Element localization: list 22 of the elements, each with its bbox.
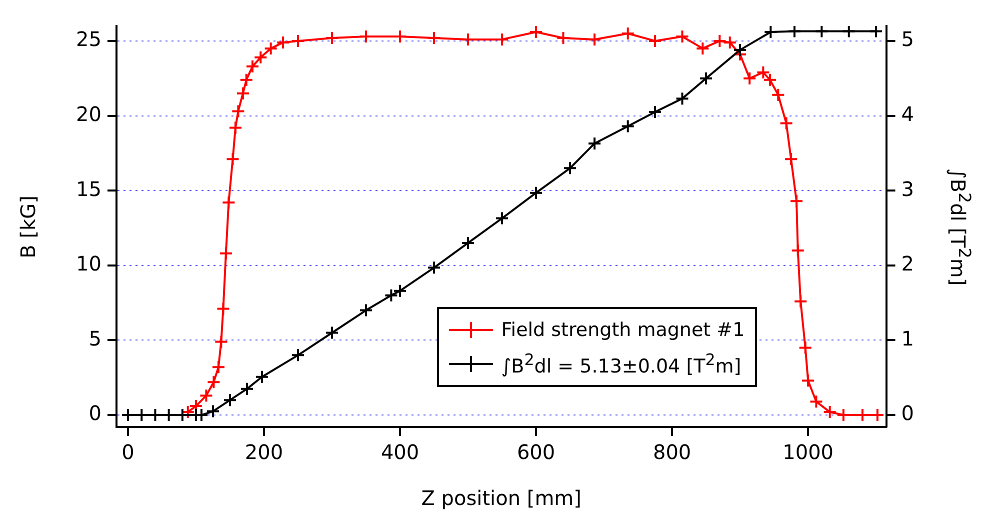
x-tick-label: 800 — [652, 440, 692, 464]
legend-label: ∫B$^{2}$dl = 5.13±0.04 [T$^{2}$m] — [501, 350, 742, 378]
x-tick-label: 400 — [380, 440, 420, 464]
y-tick-label: 15 — [76, 176, 102, 201]
x-tick-label: 1000 — [782, 440, 834, 464]
y2-tick-label: 0 — [901, 401, 914, 426]
y2-tick-label: 2 — [901, 252, 914, 276]
y-tick-label: 10 — [76, 252, 102, 276]
y2-tick-label: 5 — [901, 27, 914, 52]
y-tick-label: 0 — [88, 401, 102, 426]
y-tick-label: 20 — [76, 102, 102, 126]
x-axis-title: Z position [mm] — [421, 486, 582, 510]
x-tick-label: 200 — [244, 440, 284, 464]
y-axis-title: B [kG] — [16, 195, 40, 258]
x-tick-label: 0 — [122, 440, 134, 464]
y2-tick-label: 4 — [901, 102, 914, 126]
legend-label: Field strength magnet #1 — [501, 319, 745, 341]
y-tick-label: 25 — [76, 27, 102, 52]
x-tick-label: 600 — [516, 440, 556, 464]
y2-tick-label: 1 — [901, 326, 914, 350]
y2-tick-label: 3 — [901, 176, 914, 201]
y-tick-label: 5 — [88, 326, 102, 350]
